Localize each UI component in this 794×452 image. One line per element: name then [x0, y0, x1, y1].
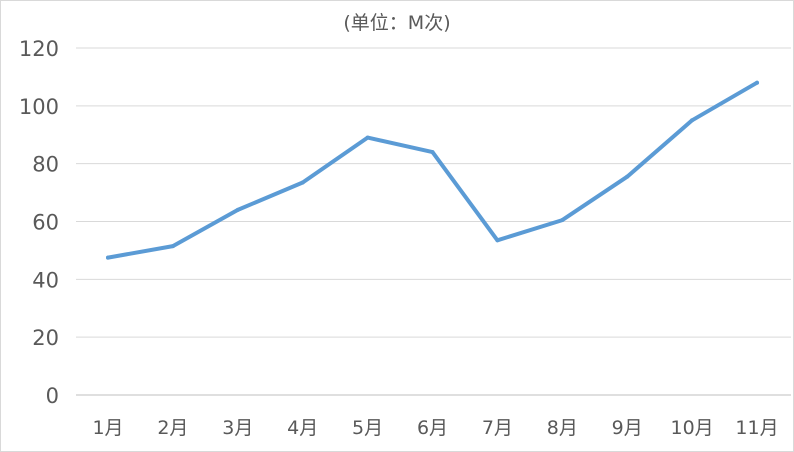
- x-tick-label: 6月: [417, 417, 448, 439]
- chart-subtitle: (单位：M次): [343, 12, 450, 34]
- x-tick-label: 1月: [92, 417, 123, 439]
- x-tick-label: 8月: [547, 417, 578, 439]
- x-axis-ticks: 1月 2月 3月 4月 5月 6月 7月 8月 9月 10月 11月: [92, 417, 778, 439]
- y-tick-label: 40: [32, 268, 59, 292]
- series-line: [106, 80, 759, 260]
- x-tick-label: 3月: [222, 417, 253, 439]
- data-point: [755, 80, 759, 85]
- x-tick-label: 2月: [157, 417, 188, 439]
- x-tick-label: 11月: [735, 417, 778, 439]
- x-tick-label: 9月: [612, 417, 643, 439]
- data-point: [106, 255, 110, 260]
- y-tick-label: 80: [32, 153, 59, 177]
- y-tick-label: 60: [32, 211, 59, 235]
- y-axis-ticks: 0 20 40 60 80 100 120: [19, 37, 59, 408]
- data-point: [495, 238, 500, 243]
- y-tick-label: 120: [19, 37, 59, 61]
- data-point: [430, 150, 435, 155]
- data-point: [300, 180, 305, 185]
- x-tick-label: 5月: [352, 417, 383, 439]
- x-tick-label: 7月: [482, 417, 513, 439]
- grid-lines: [76, 47, 791, 396]
- data-point: [690, 118, 695, 123]
- x-tick-label: 4月: [287, 417, 318, 439]
- data-point: [560, 218, 565, 223]
- data-point: [365, 135, 370, 140]
- y-tick-label: 100: [19, 95, 59, 119]
- series-layer: [106, 80, 759, 260]
- data-point: [170, 244, 175, 249]
- y-tick-label: 20: [32, 326, 59, 350]
- data-point: [625, 174, 630, 179]
- y-tick-label: 0: [46, 384, 59, 408]
- x-tick-label: 10月: [671, 417, 714, 439]
- data-point: [235, 207, 240, 212]
